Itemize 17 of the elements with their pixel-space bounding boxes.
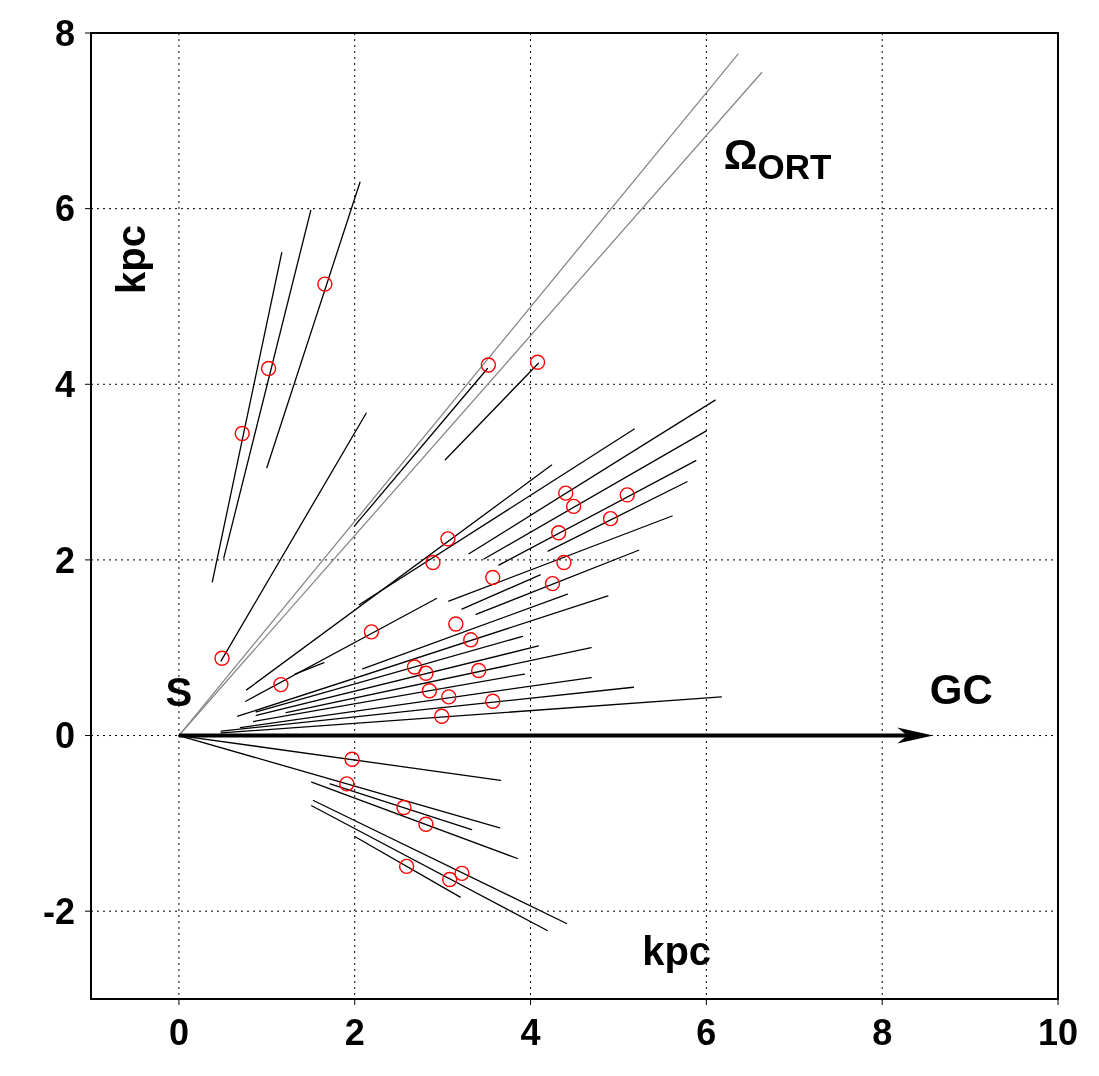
x-tick-label: 8 bbox=[872, 1011, 893, 1053]
x-tick-label: 6 bbox=[696, 1011, 717, 1053]
annotation: Ω$_{ORT}$ bbox=[723, 130, 832, 186]
y-tick-label: 4 bbox=[54, 364, 75, 406]
y-tick-label: 6 bbox=[54, 188, 75, 230]
y-axis-title: kpc bbox=[109, 224, 154, 294]
y-tick-label: 8 bbox=[54, 12, 75, 54]
x-tick-label: 2 bbox=[344, 1011, 365, 1053]
y-tick-label: -2 bbox=[42, 890, 75, 932]
x-tick-label: 4 bbox=[520, 1011, 541, 1053]
x-tick-label: 10 bbox=[1037, 1011, 1079, 1053]
x-axis-title: kpc bbox=[642, 929, 712, 974]
y-tick-label: 0 bbox=[54, 715, 75, 757]
annotation: GC bbox=[929, 665, 993, 713]
y-tick-label: 2 bbox=[54, 539, 75, 581]
x-tick-label: 0 bbox=[168, 1011, 189, 1053]
annotation: S bbox=[165, 669, 193, 714]
